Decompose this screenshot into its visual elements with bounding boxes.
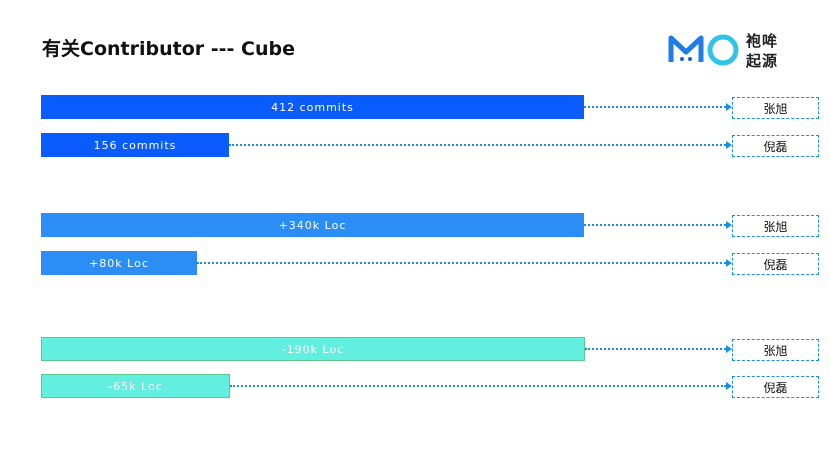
bar: 412 commits	[41, 95, 584, 119]
connector	[584, 224, 726, 226]
contributor-name: 倪磊	[732, 253, 819, 275]
logo-text: 起源	[746, 52, 779, 70]
arrow-head	[726, 382, 732, 390]
arrow-head	[726, 103, 732, 111]
connector	[229, 144, 726, 146]
contributor-name: 张旭	[732, 339, 819, 361]
bar: +80k Loc	[41, 251, 197, 275]
bar: +340k Loc	[41, 213, 584, 237]
bar: -65k Loc	[41, 374, 230, 398]
connector	[230, 385, 726, 387]
contributor-name: 张旭	[732, 215, 819, 237]
title: 有关Contributor --- Cube	[42, 38, 295, 60]
arrow-head	[726, 259, 732, 267]
connector	[197, 262, 726, 264]
arrow-head	[726, 345, 732, 353]
logo-mark	[668, 34, 739, 66]
logo-text: 袍哞	[746, 32, 779, 50]
contributor-name: 张旭	[732, 97, 819, 119]
contributor-name: 倪磊	[732, 135, 819, 157]
arrow-head	[726, 221, 732, 229]
bar: -190k Loc	[41, 337, 585, 361]
connector	[584, 106, 726, 108]
arrow-head	[726, 141, 732, 149]
connector	[585, 348, 726, 350]
contributor-name: 倪磊	[732, 376, 819, 398]
bar: 156 commits	[41, 133, 229, 157]
